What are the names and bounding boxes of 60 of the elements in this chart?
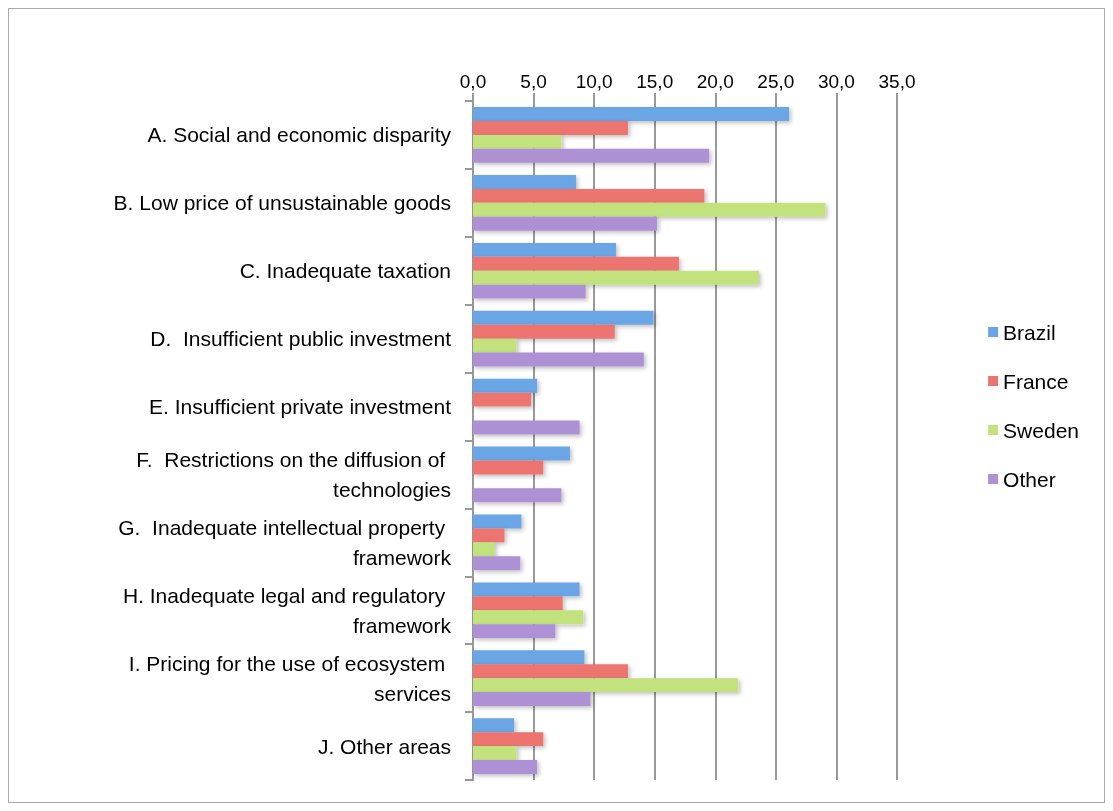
legend-label: Other xyxy=(1003,467,1056,491)
bar xyxy=(473,692,591,706)
bar xyxy=(473,148,710,163)
y-tick-label: I. Pricing for the use of ecosystem services xyxy=(128,651,451,705)
y-tick-label: C. Inadequate taxation xyxy=(239,259,451,283)
bar xyxy=(473,514,522,529)
x-tick-label: 5,0 xyxy=(520,71,547,92)
bar xyxy=(473,732,544,747)
x-tick-label: 30,0 xyxy=(817,71,855,92)
bar xyxy=(473,310,654,325)
y-tick-label: E. Insufficient private investment xyxy=(149,395,452,419)
bar xyxy=(473,650,585,665)
bar xyxy=(473,284,586,299)
y-tick-label: A. Social and economic disparity xyxy=(147,123,452,147)
bar xyxy=(473,610,584,625)
bar xyxy=(473,528,505,543)
bar xyxy=(473,556,521,571)
bar xyxy=(473,582,580,597)
bar xyxy=(473,664,629,679)
bar xyxy=(473,188,705,203)
bar xyxy=(473,352,644,367)
bar xyxy=(473,256,679,271)
bar xyxy=(473,270,759,285)
legend-label: Sweden xyxy=(1003,418,1079,442)
bar xyxy=(473,216,658,231)
bar xyxy=(473,678,739,693)
bar xyxy=(473,242,616,257)
x-tick-label: 10,0 xyxy=(575,71,613,92)
bar xyxy=(473,759,538,774)
bar xyxy=(473,542,495,557)
x-tick-label: 25,0 xyxy=(757,71,795,92)
bar xyxy=(473,596,563,611)
bar xyxy=(473,202,826,217)
x-tick-label: 35,0 xyxy=(878,71,916,92)
x-tick-label: 15,0 xyxy=(636,71,674,92)
y-tick-label: D. Insufficient public investment xyxy=(150,327,452,351)
bar xyxy=(473,624,556,639)
bar xyxy=(473,175,576,189)
bar xyxy=(473,121,629,135)
y-tick-label: G. Inadequate intellectual property framework xyxy=(118,515,452,569)
bar xyxy=(473,324,615,339)
bar xyxy=(473,107,790,122)
y-tick-label: F. Restrictions on the diffusion of technologies xyxy=(136,447,451,501)
bar xyxy=(473,420,580,435)
x-tick-label: 0,0 xyxy=(459,71,487,92)
y-tick-label: H. Inadequate legal and regulatory framework xyxy=(122,583,452,637)
bar xyxy=(473,460,544,475)
x-tick-label: 20,0 xyxy=(696,71,734,92)
bar xyxy=(473,378,538,393)
y-tick-label: J. Other areas xyxy=(317,734,451,758)
bar xyxy=(473,338,517,353)
legend-label: France xyxy=(1003,369,1069,393)
bar xyxy=(473,718,515,733)
bar xyxy=(473,488,562,503)
bar xyxy=(473,392,532,407)
y-tick-label: B. Low price of unsustainable goods xyxy=(113,191,451,215)
legend-label: Brazil xyxy=(1003,320,1056,344)
bar xyxy=(473,746,517,760)
bar xyxy=(473,446,570,461)
bar xyxy=(473,134,562,149)
